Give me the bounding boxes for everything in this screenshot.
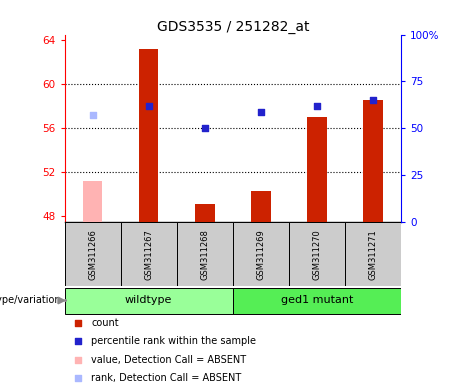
Text: GSM311269: GSM311269 xyxy=(256,229,266,280)
Bar xyxy=(363,99,383,222)
Text: percentile rank within the sample: percentile rank within the sample xyxy=(91,336,256,346)
Point xyxy=(145,103,152,109)
Text: rank, Detection Call = ABSENT: rank, Detection Call = ABSENT xyxy=(91,372,242,382)
Text: genotype/variation: genotype/variation xyxy=(0,296,61,306)
Point xyxy=(74,338,82,344)
Text: GSM311266: GSM311266 xyxy=(88,229,97,280)
Text: GSM311268: GSM311268 xyxy=(200,229,209,280)
Point xyxy=(257,109,265,115)
Text: GSM311270: GSM311270 xyxy=(313,229,321,280)
Bar xyxy=(233,222,289,286)
Point xyxy=(74,374,82,381)
Text: count: count xyxy=(91,318,119,328)
Text: wildtype: wildtype xyxy=(125,296,172,306)
Point xyxy=(74,320,82,326)
Point xyxy=(313,103,321,109)
Point xyxy=(74,356,82,362)
Bar xyxy=(289,222,345,286)
Bar xyxy=(139,49,159,222)
Bar xyxy=(195,204,214,222)
Text: GSM311267: GSM311267 xyxy=(144,229,153,280)
Bar xyxy=(65,288,233,314)
Bar xyxy=(251,191,271,222)
Bar xyxy=(233,288,401,314)
Point xyxy=(89,112,96,118)
Point xyxy=(201,125,208,131)
Bar xyxy=(177,222,233,286)
Text: ged1 mutant: ged1 mutant xyxy=(281,296,353,306)
Bar xyxy=(307,117,327,222)
Text: GSM311271: GSM311271 xyxy=(368,229,378,280)
Title: GDS3535 / 251282_at: GDS3535 / 251282_at xyxy=(157,20,309,33)
Bar xyxy=(65,222,121,286)
Bar xyxy=(345,222,401,286)
Point xyxy=(369,96,377,103)
Bar xyxy=(83,181,102,222)
Bar xyxy=(121,222,177,286)
Text: value, Detection Call = ABSENT: value, Detection Call = ABSENT xyxy=(91,354,247,364)
